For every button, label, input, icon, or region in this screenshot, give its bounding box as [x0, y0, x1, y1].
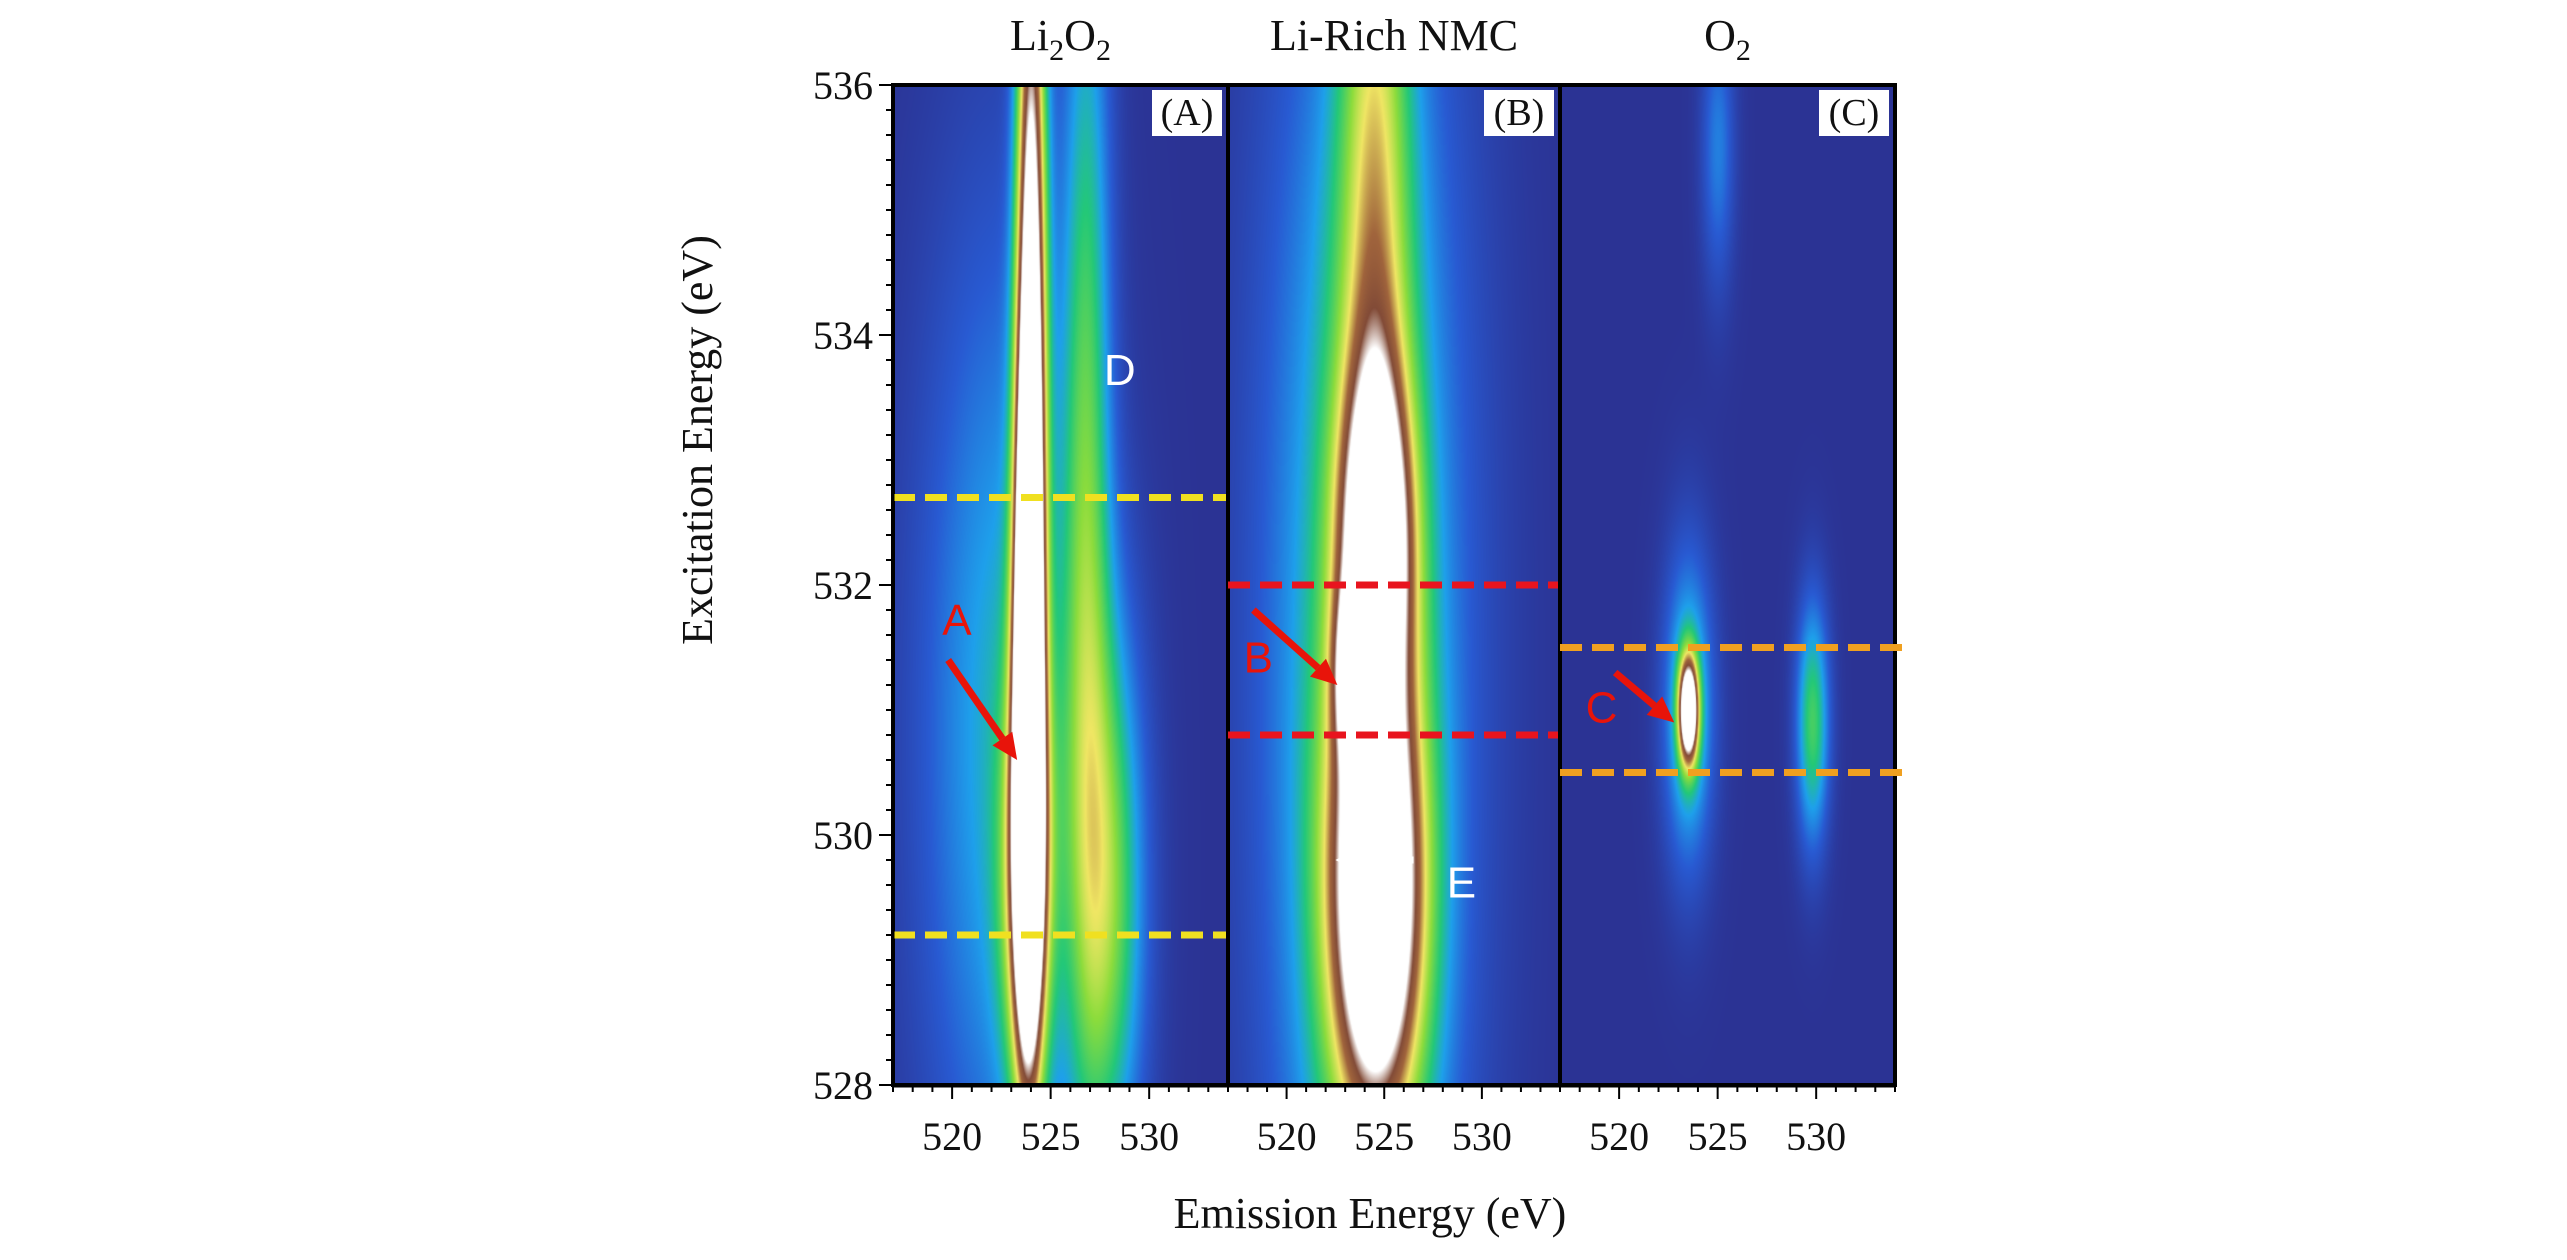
annotation-A-D: D — [1104, 346, 1136, 395]
panel-title-A: Li2O2 — [1010, 11, 1111, 67]
y-tick-label-1: 530 — [813, 813, 873, 858]
panel-tag-C: (C) — [1819, 90, 1889, 136]
arrow-C — [1612, 669, 1657, 709]
panel-tag-bg-A — [1152, 90, 1222, 136]
panel-title-part-A-1: 2 — [1049, 34, 1064, 67]
arrow-B — [1251, 607, 1321, 671]
x-ticks-A: 520 525 530 — [892, 1084, 1229, 1159]
x-ticks-B: 520 525 530 — [1227, 1084, 1561, 1159]
x-tick-label-B-2: 530 — [1452, 1114, 1512, 1159]
white-arrow-head — [1335, 849, 1358, 871]
y-tick-label-2: 532 — [813, 563, 873, 608]
panel-tag-bg-C — [1819, 90, 1889, 136]
arrow-head-A — [992, 731, 1018, 760]
panel-tag-bg-B — [1484, 90, 1554, 136]
y-tick-label-4: 536 — [813, 63, 873, 108]
x-axis-label: Emission Energy (eV) — [1174, 1189, 1567, 1238]
annotation-B-B: B — [1244, 634, 1273, 683]
panel-title-part-C-0: O — [1704, 11, 1736, 60]
y-axis: 528 530 532 534 536 — [813, 63, 895, 1108]
panel-title-B: Li-Rich NMC — [1270, 11, 1518, 60]
annotation-B-E: E — [1447, 859, 1476, 908]
y-tick-label-0: 528 — [813, 1063, 873, 1108]
panel-title-C: O2 — [1704, 11, 1751, 67]
heatmap-A — [893, 85, 1228, 1085]
heatmap-C — [1560, 85, 1895, 1085]
x-tick-label-C-0: 520 — [1589, 1114, 1649, 1159]
x-tick-label-A-2: 530 — [1119, 1114, 1179, 1159]
panel-title-part-A-3: 2 — [1096, 34, 1111, 67]
x-tick-label-B-1: 525 — [1354, 1114, 1414, 1159]
y-tick-label-3: 534 — [813, 313, 873, 358]
annotation-A-A: A — [942, 596, 972, 645]
y-axis-label: Excitation Energy (eV) — [673, 235, 722, 645]
x-tick-label-A-0: 520 — [922, 1114, 982, 1159]
x-tick-label-C-2: 530 — [1786, 1114, 1846, 1159]
x-tick-label-C-1: 525 — [1688, 1114, 1748, 1159]
panel-tag-B: (B) — [1484, 90, 1554, 136]
panel-title-part-C-1: 2 — [1736, 34, 1751, 67]
arrow-head-B — [1309, 658, 1338, 685]
x-tick-label-B-0: 520 — [1257, 1114, 1317, 1159]
arrow-A — [945, 658, 1006, 741]
panel-tag-label-C: (C) — [1829, 92, 1880, 134]
panel-tag-label-B: (B) — [1494, 92, 1545, 134]
annotation-C-C: C — [1586, 684, 1618, 733]
x-ticks-C: 520 525 530 — [1559, 1084, 1896, 1159]
x-tick-label-A-1: 525 — [1021, 1114, 1081, 1159]
panel-title-part-A-2: O — [1064, 11, 1096, 60]
panel-tag-A: (A) — [1152, 90, 1222, 136]
arrow-head-C — [1646, 696, 1675, 723]
panel-C: (C) O2 520 525 530 C — [1558, 11, 1905, 1159]
panel-tag-label-A: (A) — [1161, 92, 1214, 134]
panel-title-part-B-0: Li-Rich NMC — [1270, 11, 1518, 60]
panel-B: (B) Li-Rich NMC 520 525 530 B E — [1226, 11, 1566, 1159]
panel-title-part-A-0: Li — [1010, 11, 1049, 60]
